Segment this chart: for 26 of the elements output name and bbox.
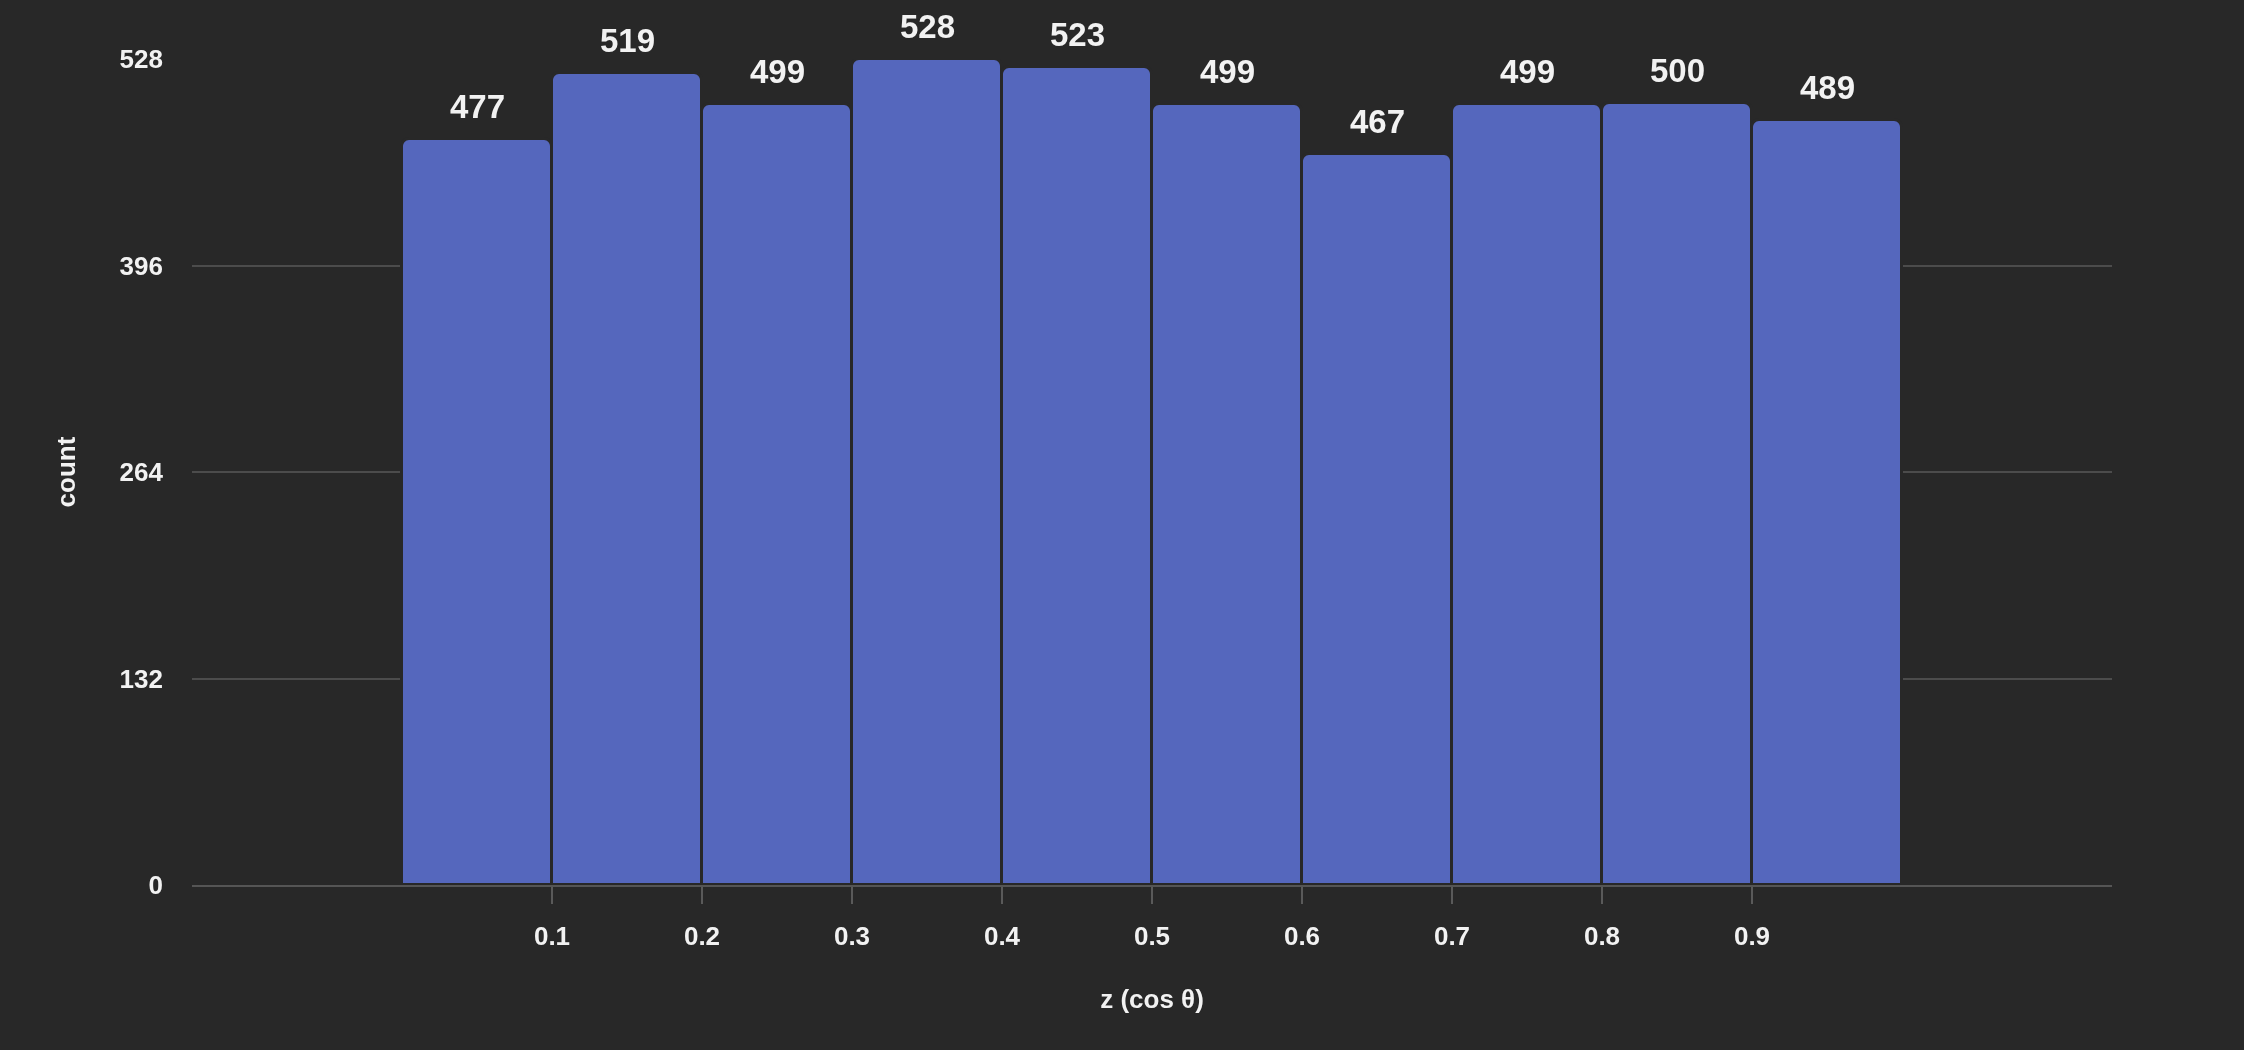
- y-tick-label: 0: [148, 870, 163, 901]
- data-label: 477: [450, 88, 506, 125]
- x-tick-label: 0.3: [833, 921, 871, 952]
- x-tick-label: 0.9: [1733, 921, 1771, 952]
- x-tick-label: 0.6: [1283, 921, 1321, 952]
- x-tick-label: 0.8: [1583, 921, 1621, 952]
- data-label: 467: [1350, 103, 1406, 140]
- data-label: 499: [1500, 53, 1556, 90]
- x-tick-label: 0.1: [533, 921, 571, 952]
- data-label: 523: [1050, 16, 1106, 53]
- y-tick-label: 132: [119, 663, 163, 694]
- y-tick-label: 396: [119, 250, 163, 281]
- x-tick-label: 0.7: [1433, 921, 1471, 952]
- data-label: 528: [900, 8, 956, 45]
- x-tick-label: 0.2: [683, 921, 721, 952]
- data-label: 499: [1200, 53, 1256, 90]
- data-label: 519: [600, 22, 656, 59]
- data-label: 500: [1650, 52, 1706, 89]
- y-tick-label: 528: [119, 44, 163, 75]
- x-tick-label: 0.5: [1133, 921, 1171, 952]
- y-tick-label: 264: [119, 457, 164, 488]
- y-axis-title: count: [51, 436, 82, 508]
- x-tick-label: 0.4: [983, 921, 1021, 952]
- data-label: 489: [1800, 69, 1856, 106]
- data-label: 499: [750, 53, 806, 90]
- x-axis-title: z (cos θ): [1100, 984, 1204, 1015]
